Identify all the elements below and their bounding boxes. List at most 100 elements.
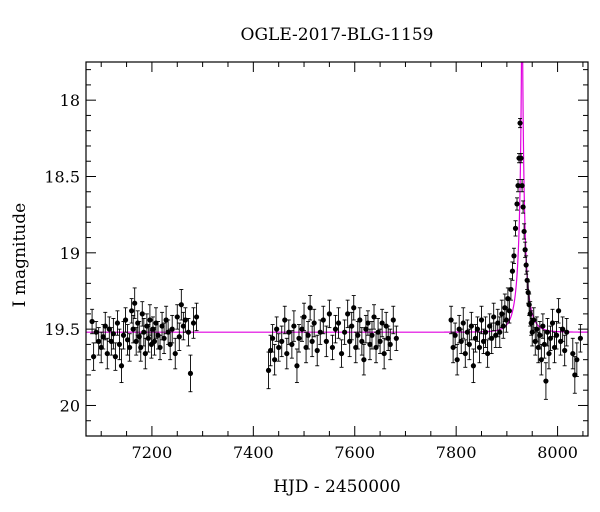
data-point (379, 320, 385, 326)
data-point (478, 317, 485, 323)
data-point (165, 329, 171, 335)
data-point (176, 334, 182, 340)
data-point (369, 332, 375, 338)
data-point (296, 335, 302, 341)
data-point (151, 338, 158, 344)
data-point (132, 300, 138, 306)
data-point (159, 323, 165, 329)
data-point (110, 331, 116, 337)
data-point (349, 323, 355, 329)
data-point (147, 317, 153, 323)
data-point (385, 335, 391, 341)
data-point (452, 332, 458, 338)
data-point (169, 326, 175, 332)
data-point (174, 314, 180, 320)
data-point (104, 350, 110, 357)
data-point (381, 350, 387, 357)
data-point (272, 357, 278, 363)
data-point (460, 320, 466, 326)
data-point (329, 344, 336, 351)
data-point (178, 302, 184, 308)
x-tick-label: 8000 (537, 443, 578, 462)
data-point (120, 332, 127, 338)
data-point (531, 317, 537, 323)
data-point (520, 204, 526, 210)
data-point (509, 268, 516, 274)
data-point (314, 347, 320, 354)
data-point (562, 347, 568, 354)
data-point (511, 253, 517, 259)
data-point (367, 341, 373, 348)
data-point (514, 201, 520, 207)
data-point (371, 314, 377, 320)
data-point (122, 317, 129, 323)
data-point (270, 335, 276, 341)
data-point (96, 338, 102, 344)
data-point (116, 341, 123, 348)
y-tick-label: 18.5 (44, 167, 80, 186)
plot-frame (85, 61, 589, 437)
data-point (359, 338, 365, 344)
data-point (543, 378, 549, 384)
y-tick-label: 18 (60, 91, 80, 110)
data-point (555, 308, 562, 314)
data-point (527, 311, 533, 317)
data-point (517, 120, 523, 126)
data-point (351, 305, 357, 311)
data-point (553, 332, 560, 338)
data-point (323, 338, 329, 344)
data-point (289, 341, 295, 348)
data-point (577, 335, 583, 341)
data-point (361, 357, 367, 363)
data-point (307, 305, 313, 311)
data-point (89, 318, 95, 325)
data-point (480, 338, 487, 344)
data-point (470, 363, 477, 369)
x-tick-label: 7800 (436, 443, 477, 462)
data-point (489, 335, 495, 341)
data-point (284, 350, 290, 357)
data-point (485, 350, 491, 357)
data-point (265, 367, 272, 373)
data-point (112, 354, 119, 360)
data-point (458, 338, 464, 344)
data-point (187, 370, 194, 377)
data-point (387, 341, 393, 348)
data-point (309, 338, 315, 344)
data-point (185, 329, 192, 335)
data-point (363, 326, 369, 332)
data-point (393, 335, 399, 341)
data-point (546, 350, 552, 357)
data-point (145, 335, 151, 341)
data-point (93, 329, 99, 335)
y-tick-label: 19.5 (44, 320, 80, 339)
data-point (523, 262, 529, 268)
data-point (450, 344, 456, 351)
data-point (357, 317, 363, 323)
data-point (338, 350, 345, 357)
data-point (108, 338, 114, 344)
data-point (326, 311, 332, 317)
y-tick-label: 20 (60, 396, 80, 415)
data-point (377, 338, 383, 344)
data-point (491, 314, 497, 320)
data-point (512, 225, 519, 231)
data-point (141, 329, 147, 335)
data-point (190, 320, 197, 326)
data-point (274, 326, 280, 332)
data-point (332, 326, 339, 332)
data-point (311, 320, 317, 326)
data-point (495, 320, 501, 326)
y-tick-label: 19 (60, 244, 80, 263)
data-point (466, 341, 472, 348)
data-point (279, 338, 285, 344)
data-point (163, 317, 169, 323)
data-point (102, 323, 108, 329)
data-point (335, 320, 342, 326)
data-point (500, 323, 506, 329)
data-point (161, 335, 167, 341)
data-point (193, 314, 200, 320)
data-point (133, 338, 139, 344)
x-tick-label: 7400 (233, 443, 274, 462)
